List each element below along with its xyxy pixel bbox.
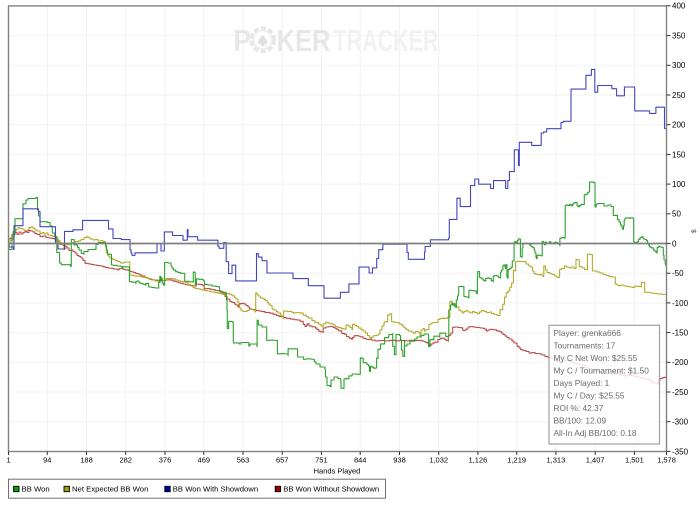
- svg-text:469: 469: [198, 456, 211, 465]
- svg-text:200: 200: [672, 121, 686, 130]
- svg-text:P: P: [234, 24, 252, 58]
- svg-text:Days Played: 1: Days Played: 1: [554, 378, 610, 388]
- svg-text:-150: -150: [672, 329, 689, 338]
- svg-text:Hands Played: Hands Played: [314, 467, 361, 476]
- svg-text:Net Expected BB Won: Net Expected BB Won: [72, 485, 148, 494]
- svg-text:My C Net Won: $25.55: My C Net Won: $25.55: [554, 353, 638, 363]
- svg-text:938: 938: [393, 456, 406, 465]
- svg-text:188: 188: [80, 456, 93, 465]
- svg-text:1,578: 1,578: [657, 456, 676, 465]
- svg-text:My C / Day: $25.55: My C / Day: $25.55: [554, 390, 625, 400]
- svg-text:376: 376: [159, 456, 172, 465]
- svg-text:844: 844: [354, 456, 367, 465]
- svg-text:1,501: 1,501: [625, 456, 644, 465]
- svg-text:250: 250: [672, 91, 686, 100]
- svg-text:50: 50: [672, 210, 681, 219]
- svg-text:Player: grenka666: Player: grenka666: [554, 328, 622, 338]
- svg-text:300: 300: [672, 61, 686, 70]
- svg-text:-200: -200: [672, 358, 689, 367]
- svg-text:657: 657: [276, 456, 289, 465]
- svg-text:-100: -100: [672, 299, 689, 308]
- svg-text:-300: -300: [672, 418, 689, 427]
- svg-text:My C / Tournament: $1.50: My C / Tournament: $1.50: [554, 365, 650, 375]
- svg-text:BB/100: 12.09: BB/100: 12.09: [554, 415, 607, 425]
- svg-text:1,219: 1,219: [507, 456, 526, 465]
- svg-text:350: 350: [672, 32, 686, 41]
- svg-text:KER: KER: [277, 24, 331, 58]
- svg-text:1,407: 1,407: [586, 456, 605, 465]
- svg-text:0: 0: [672, 239, 677, 248]
- svg-text:TRACKER: TRACKER: [334, 24, 439, 58]
- svg-text:94: 94: [43, 456, 51, 465]
- svg-text:563: 563: [237, 456, 250, 465]
- svg-text:1,126: 1,126: [469, 456, 488, 465]
- svg-text:100: 100: [672, 180, 686, 189]
- svg-text:BB Won Without Showdown: BB Won Without Showdown: [283, 485, 379, 494]
- svg-text:-350: -350: [672, 447, 689, 456]
- svg-text:Tournaments: 17: Tournaments: 17: [554, 340, 616, 350]
- svg-text:BB Won With Showdown: BB Won With Showdown: [173, 485, 258, 494]
- svg-text:751: 751: [315, 456, 328, 465]
- svg-text:1,032: 1,032: [429, 456, 448, 465]
- svg-text:150: 150: [672, 150, 686, 159]
- svg-text:282: 282: [119, 456, 132, 465]
- svg-text:-250: -250: [672, 388, 689, 397]
- svg-text:400: 400: [672, 2, 686, 11]
- svg-text:BB Won: BB Won: [22, 485, 50, 494]
- svg-text:$: $: [691, 229, 698, 233]
- svg-text:All-In Adj BB/100: 0.18: All-In Adj BB/100: 0.18: [554, 428, 637, 438]
- svg-text:1,313: 1,313: [547, 456, 566, 465]
- svg-text:ROI %: 42.37: ROI %: 42.37: [554, 403, 604, 413]
- svg-text:1: 1: [7, 456, 11, 465]
- svg-text:-50: -50: [672, 269, 684, 278]
